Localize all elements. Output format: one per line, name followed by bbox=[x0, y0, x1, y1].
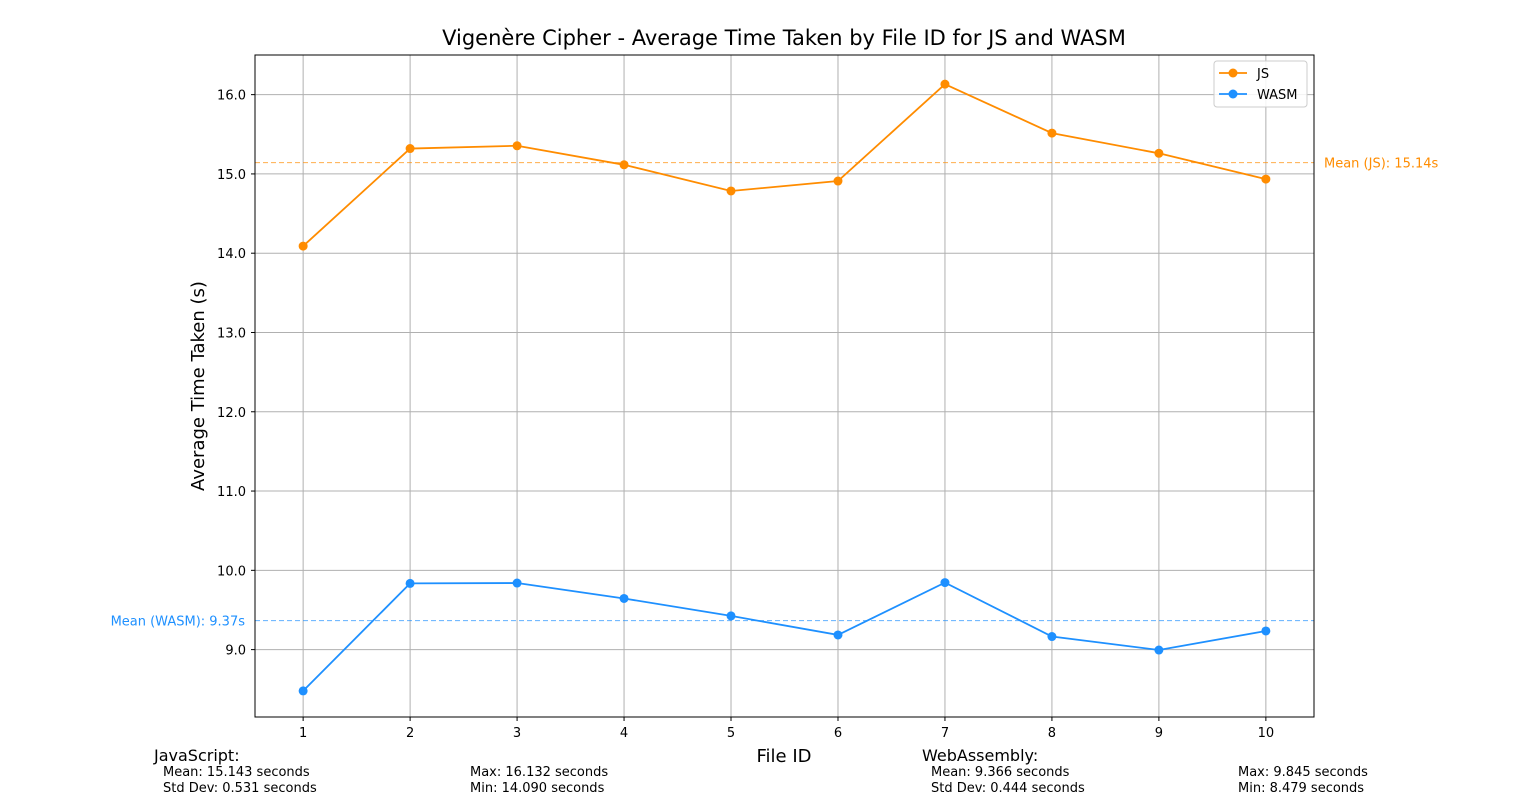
mean-line-label: Mean (WASM): 9.37s bbox=[111, 615, 246, 630]
grid bbox=[255, 55, 1314, 717]
wasm-stats-std: Std Dev: 0.444 seconds bbox=[931, 781, 1085, 796]
data-point bbox=[1047, 128, 1057, 138]
x-tick-label: 7 bbox=[941, 726, 949, 741]
wasm-stats-heading: WebAssembly: bbox=[922, 746, 1039, 765]
data-point bbox=[298, 686, 308, 696]
data-point bbox=[512, 578, 522, 588]
wasm-stats-mean: Mean: 9.366 seconds bbox=[931, 765, 1070, 780]
mean-lines: Mean (JS): 15.14s Mean (WASM): 9.37s bbox=[111, 157, 1439, 630]
js-stats-max: Max: 16.132 seconds bbox=[470, 765, 609, 780]
js-stats-mean: Mean: 15.143 seconds bbox=[163, 765, 310, 780]
y-tick-label: 12.0 bbox=[217, 406, 246, 421]
x-tick-label: 5 bbox=[727, 726, 735, 741]
x-tick-label: 4 bbox=[620, 726, 628, 741]
x-tick-label: 2 bbox=[406, 726, 414, 741]
y-axis-label: Average Time Taken (s) bbox=[188, 281, 209, 491]
chart-title: Vigenère Cipher - Average Time Taken by … bbox=[442, 26, 1126, 50]
ticks: 1 2 3 4 5 6 7 8 9 10 9.0 10.0 11.0 12.0 13.0 14.0 15.0 16… bbox=[217, 89, 1274, 741]
data-point bbox=[298, 241, 308, 251]
y-tick-label: 16.0 bbox=[217, 89, 246, 104]
wasm-stats-min: Min: 8.479 seconds bbox=[1238, 781, 1365, 796]
data-point bbox=[619, 160, 629, 170]
legend-marker bbox=[1228, 68, 1238, 78]
data-point bbox=[1047, 632, 1057, 642]
series-line-wasm bbox=[302, 581, 1267, 692]
js-stats-std: Std Dev: 0.531 seconds bbox=[163, 781, 317, 796]
data-point bbox=[833, 176, 843, 186]
y-tick-label: 11.0 bbox=[217, 485, 246, 500]
x-tick-label: 10 bbox=[1258, 726, 1275, 741]
js-stats-min: Min: 14.090 seconds bbox=[470, 781, 605, 796]
x-tick-label: 9 bbox=[1155, 726, 1163, 741]
data-point bbox=[833, 630, 843, 640]
mean-line-label: Mean (JS): 15.14s bbox=[1324, 157, 1439, 172]
data-point bbox=[1154, 148, 1164, 158]
series-group bbox=[298, 79, 1271, 696]
x-tick-label: 8 bbox=[1048, 726, 1056, 741]
wasm-stats-max: Max: 9.845 seconds bbox=[1238, 765, 1368, 780]
y-tick-label: 14.0 bbox=[217, 247, 246, 262]
data-point bbox=[405, 578, 415, 588]
legend-label: JS bbox=[1256, 67, 1269, 82]
x-tick-label: 6 bbox=[834, 726, 842, 741]
legend-label: WASM bbox=[1257, 88, 1298, 103]
data-point bbox=[1261, 174, 1271, 184]
data-point bbox=[512, 141, 522, 151]
data-point bbox=[1261, 626, 1271, 636]
data-point bbox=[940, 79, 950, 89]
data-point bbox=[619, 593, 629, 603]
y-tick-label: 15.0 bbox=[217, 168, 246, 183]
data-point bbox=[726, 186, 736, 196]
data-point bbox=[726, 611, 736, 621]
plot-frame bbox=[254, 54, 1315, 718]
y-tick-label: 9.0 bbox=[225, 644, 246, 659]
x-tick-label: 3 bbox=[513, 726, 521, 741]
legend-marker bbox=[1228, 89, 1238, 99]
y-tick-label: 13.0 bbox=[217, 326, 246, 341]
data-point bbox=[405, 144, 415, 154]
y-tick-label: 10.0 bbox=[217, 564, 246, 579]
data-point bbox=[1154, 645, 1164, 655]
data-point bbox=[940, 578, 950, 588]
x-tick-label: 1 bbox=[299, 726, 307, 741]
legend: JS WASM bbox=[1213, 60, 1308, 108]
series-line-js bbox=[302, 83, 1267, 247]
js-stats-heading: JavaScript: bbox=[154, 746, 240, 765]
x-axis-label: File ID bbox=[756, 746, 811, 767]
